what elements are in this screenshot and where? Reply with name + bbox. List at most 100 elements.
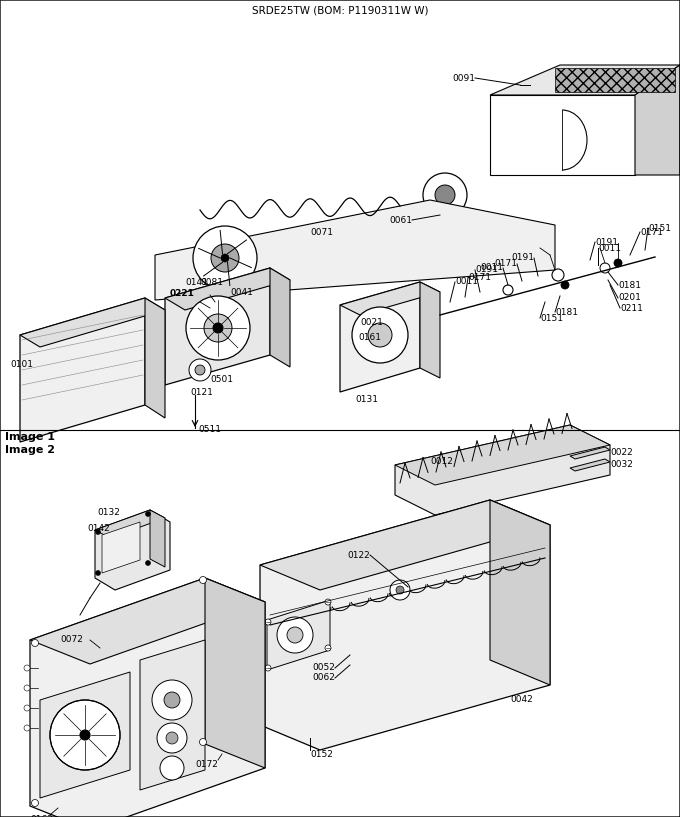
Circle shape (157, 723, 187, 753)
Polygon shape (205, 578, 265, 768)
Circle shape (146, 511, 150, 516)
Text: Image 1: Image 1 (5, 432, 55, 442)
Text: 0201: 0201 (618, 293, 641, 302)
Circle shape (24, 685, 30, 691)
Polygon shape (635, 65, 680, 175)
Text: 0012: 0012 (430, 457, 453, 466)
Text: 0042: 0042 (510, 695, 532, 704)
Text: 0032: 0032 (610, 460, 633, 469)
Circle shape (80, 730, 90, 740)
Polygon shape (20, 298, 145, 442)
Circle shape (199, 739, 207, 745)
Polygon shape (40, 672, 130, 798)
Text: 0172: 0172 (195, 760, 218, 769)
Text: 0152: 0152 (310, 750, 333, 759)
Polygon shape (95, 510, 170, 590)
Circle shape (325, 599, 331, 605)
Polygon shape (270, 268, 290, 367)
Polygon shape (155, 200, 555, 300)
Text: 0122: 0122 (347, 551, 370, 560)
Circle shape (31, 800, 39, 806)
Circle shape (600, 263, 610, 273)
Polygon shape (260, 500, 550, 750)
Circle shape (287, 627, 303, 643)
Text: 0191: 0191 (595, 238, 618, 247)
Text: 0511: 0511 (198, 425, 221, 434)
Text: 0151: 0151 (648, 224, 671, 233)
Circle shape (265, 619, 271, 625)
Polygon shape (30, 578, 265, 817)
Text: 0151: 0151 (540, 314, 563, 323)
Polygon shape (490, 65, 680, 95)
Polygon shape (340, 282, 420, 392)
Text: Image 2: Image 2 (5, 445, 55, 455)
Circle shape (352, 307, 408, 363)
Polygon shape (95, 510, 165, 538)
Circle shape (368, 323, 392, 347)
Text: 0191: 0191 (511, 253, 534, 262)
Circle shape (195, 365, 205, 375)
Text: 0162: 0162 (30, 815, 53, 817)
Polygon shape (555, 68, 675, 92)
Text: 0181: 0181 (618, 280, 641, 289)
Text: 0121: 0121 (190, 388, 213, 397)
Text: 0142: 0142 (87, 524, 109, 533)
Circle shape (189, 359, 211, 381)
Circle shape (152, 680, 192, 720)
Polygon shape (145, 298, 165, 418)
Circle shape (24, 725, 30, 731)
Polygon shape (490, 95, 635, 175)
Circle shape (164, 692, 180, 708)
Circle shape (146, 560, 150, 565)
Circle shape (265, 665, 271, 671)
Circle shape (435, 185, 455, 205)
Text: 0052: 0052 (312, 663, 335, 672)
Polygon shape (102, 522, 140, 573)
Text: 0101: 0101 (10, 360, 33, 369)
Text: 0132: 0132 (97, 508, 120, 517)
Circle shape (277, 617, 313, 653)
Circle shape (193, 226, 257, 290)
Circle shape (50, 700, 120, 770)
Polygon shape (570, 447, 610, 459)
Circle shape (199, 577, 207, 583)
Circle shape (614, 259, 622, 267)
Text: 0011: 0011 (480, 264, 503, 273)
Circle shape (503, 285, 513, 295)
Circle shape (423, 173, 467, 217)
Text: 0011: 0011 (455, 278, 478, 287)
Circle shape (213, 323, 223, 333)
Circle shape (24, 705, 30, 711)
Circle shape (396, 586, 404, 594)
Text: 0181: 0181 (555, 307, 578, 316)
Circle shape (325, 645, 331, 651)
Text: 0071: 0071 (310, 228, 333, 237)
Text: 0161: 0161 (358, 333, 381, 342)
Polygon shape (165, 268, 270, 385)
Polygon shape (395, 425, 610, 515)
Polygon shape (490, 500, 550, 685)
Polygon shape (260, 500, 550, 590)
Polygon shape (30, 578, 265, 664)
Circle shape (221, 254, 229, 262)
Text: 0022: 0022 (610, 448, 633, 457)
Text: 0072: 0072 (60, 635, 83, 644)
Circle shape (160, 756, 184, 780)
Circle shape (31, 640, 39, 646)
Text: 0041: 0041 (230, 288, 253, 297)
Polygon shape (340, 282, 440, 315)
Text: 0171: 0171 (640, 227, 663, 236)
Text: 0091: 0091 (452, 74, 475, 83)
Polygon shape (420, 282, 440, 378)
Circle shape (211, 244, 239, 272)
Polygon shape (150, 510, 165, 567)
Polygon shape (20, 298, 165, 347)
Text: 0061: 0061 (389, 216, 412, 225)
Circle shape (204, 314, 232, 342)
Text: 0131: 0131 (355, 395, 378, 404)
Text: 0011: 0011 (598, 243, 621, 252)
Text: 0501: 0501 (210, 375, 233, 384)
Text: 0191: 0191 (475, 266, 498, 275)
Circle shape (95, 529, 101, 534)
Polygon shape (395, 425, 610, 485)
